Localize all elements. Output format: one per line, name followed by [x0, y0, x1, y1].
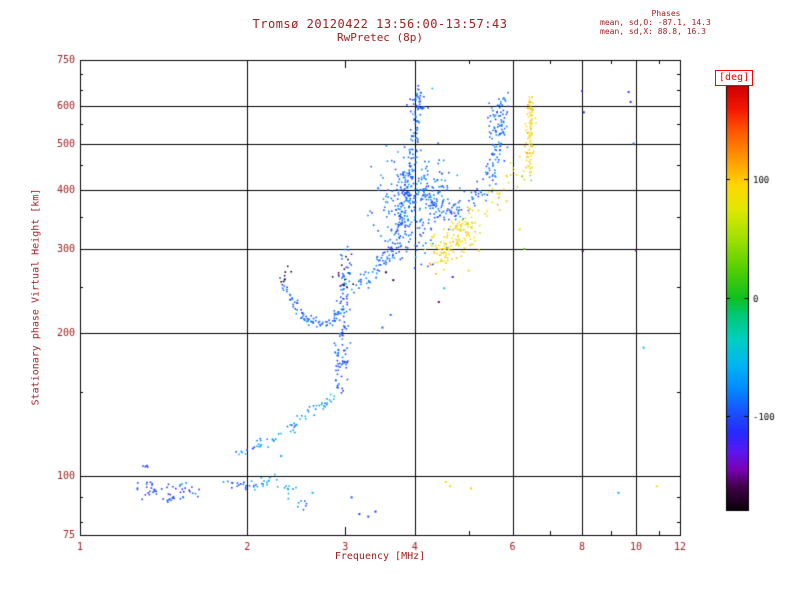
colorbar-unit-label: [deg] [715, 70, 754, 86]
plot-subtitle: RwPretec (8p) [336, 31, 424, 44]
plot-title: Tromsø 20120422 13:56:00-13:57:43 [252, 17, 508, 31]
y-axis-label: Stationary phase Virtual Height [km] [30, 188, 42, 406]
phase-stats: Phases mean, sd,O: -87.1, 14.3 mean, sd,… [600, 9, 732, 36]
phase-stats-header: Phases [651, 9, 681, 18]
phase-stats-x-line: mean, sd,X: 88.8, 16.3 [600, 27, 706, 36]
phase-stats-o-line: mean, sd,O: -87.1, 14.3 [600, 18, 711, 27]
x-axis-label: Frequency [MHz] [334, 551, 426, 562]
